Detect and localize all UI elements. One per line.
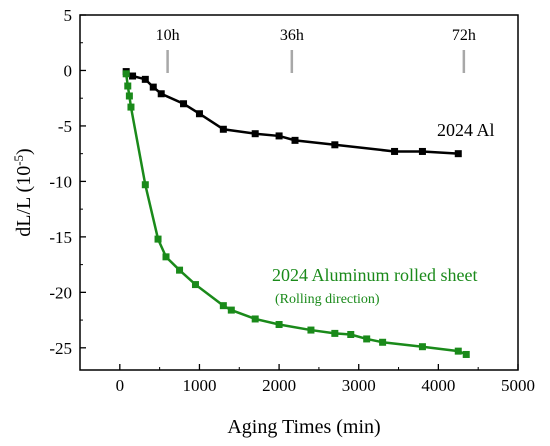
- data-point: [124, 82, 132, 90]
- series-label-2024-al: 2024 Al: [437, 120, 495, 140]
- y-axis-title-main: dL/L (10: [13, 166, 35, 237]
- data-point: [418, 343, 426, 351]
- data-point: [275, 132, 283, 140]
- x-axis-title: Aging Times (min): [227, 416, 380, 438]
- data-point: [125, 92, 133, 100]
- data-point: [176, 266, 184, 274]
- y-tick-label: -10: [49, 172, 72, 191]
- data-point: [347, 331, 355, 338]
- data-point: [275, 321, 283, 329]
- x-tick-label: 3000: [342, 376, 376, 395]
- data-point: [191, 281, 199, 289]
- data-point: [154, 235, 162, 243]
- y-tick-label: 0: [64, 61, 73, 80]
- y-tick-label: -5: [58, 117, 72, 136]
- y-tick-label: -15: [49, 228, 72, 247]
- x-tick-label: 2000: [262, 376, 296, 395]
- data-point: [157, 90, 165, 98]
- data-point: [219, 302, 227, 310]
- y-axis-title-close: ): [13, 148, 35, 155]
- data-point: [141, 181, 149, 189]
- data-point: [122, 70, 130, 78]
- y-tick-label: -20: [49, 283, 72, 302]
- series-sublabel-rolling: (Rolling direction): [275, 292, 380, 307]
- marker-label: 10h: [156, 27, 180, 44]
- data-point: [227, 306, 235, 314]
- data-point: [454, 150, 462, 158]
- data-point: [307, 326, 315, 334]
- data-point: [331, 141, 339, 149]
- y-tick-label: -25: [49, 339, 72, 358]
- plot-area: 0 1000 2000 3000 4000 5000 5 0 -5 -10 -15 -20 -25 Agi…: [11, 6, 535, 438]
- data-point: [291, 136, 299, 144]
- x-tick-label: 4000: [421, 376, 455, 395]
- data-point: [379, 338, 387, 346]
- x-tick-label: 5000: [501, 376, 535, 395]
- data-point: [129, 72, 137, 80]
- data-point: [251, 130, 259, 138]
- x-tick-label: 1000: [182, 376, 216, 395]
- y-tick-label: 5: [64, 6, 73, 25]
- data-point: [219, 125, 227, 133]
- data-point: [418, 147, 426, 155]
- marker-label: 72h: [452, 27, 476, 44]
- data-point: [251, 315, 259, 323]
- data-point: [149, 83, 157, 91]
- y-axis-title-exponent: -5: [11, 155, 26, 166]
- data-point: [141, 75, 149, 83]
- marker-label: 36h: [280, 27, 304, 44]
- plot-frame: [79, 14, 519, 371]
- data-point: [180, 100, 188, 108]
- series-line: [124, 73, 467, 356]
- data-point: [363, 335, 371, 343]
- data-point: [331, 329, 339, 337]
- series-label-2024-aluminum: 2024 Aluminum rolled sheet: [272, 265, 477, 285]
- data-point: [391, 147, 399, 155]
- x-tick-label: 0: [116, 376, 125, 395]
- data-point: [162, 253, 170, 261]
- data-point: [127, 103, 135, 111]
- y-axis-title: dL/L (10-5): [11, 148, 35, 236]
- data-point: [454, 347, 462, 355]
- data-point: [462, 350, 470, 358]
- data-point: [195, 110, 203, 118]
